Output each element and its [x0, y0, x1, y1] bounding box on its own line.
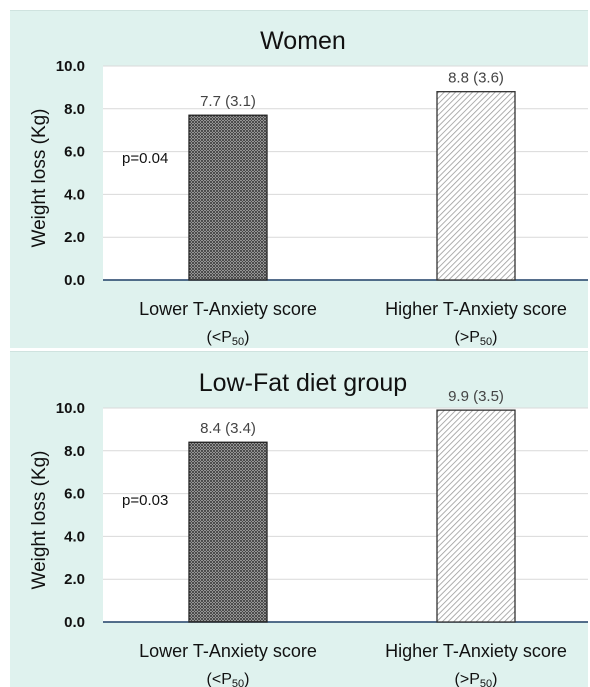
chart-low-fat-svg: Low-Fat diet group Weight loss (Kg) 0.0 2.0… [29, 369, 588, 687]
sublabel-prefix: (<P [207, 671, 232, 687]
y-tick-label: 10.0 [56, 58, 85, 75]
data-label: 8.4 (3.4) [200, 420, 256, 437]
y-tick-label: 2.0 [64, 571, 85, 588]
x-category-label: Higher T-Anxiety score [385, 299, 567, 319]
bar [188, 441, 268, 623]
y-tick-label: 0.0 [64, 272, 85, 289]
x-category-sublabel: (>P50) [455, 329, 498, 348]
x-category-sublabel: (>P50) [455, 671, 498, 687]
sublabel-suffix: ) [244, 671, 249, 687]
chart-title: Low-Fat diet group [199, 369, 407, 397]
y-tick-label: 6.0 [64, 486, 85, 503]
p-value-annotation: p=0.03 [122, 492, 168, 509]
x-category-label: Lower T-Anxiety score [139, 299, 317, 319]
chart-panel-low-fat: Low-Fat diet group Weight loss (Kg) 0.0 2.0… [10, 351, 588, 687]
sublabel-subscript: 50 [480, 336, 492, 348]
x-category-label: Higher T-Anxiety score [385, 641, 567, 661]
y-tick-label: 2.0 [64, 229, 85, 246]
sublabel-prefix: (>P [455, 329, 480, 346]
sublabel-suffix: ) [244, 329, 249, 346]
chart-women-svg: Women Weight loss (Kg) 0.0 2.0 4.0 6.0 8.0 10.0… [29, 27, 588, 348]
sublabel-prefix: (<P [207, 329, 232, 346]
sublabel-suffix: ) [492, 329, 497, 346]
y-tick-label: 8.0 [64, 443, 85, 460]
bar [436, 91, 516, 281]
bar [188, 114, 268, 281]
y-tick-label: 4.0 [64, 186, 85, 203]
x-category-label: Lower T-Anxiety score [139, 641, 317, 661]
y-tick-label: 4.0 [64, 528, 85, 545]
sublabel-subscript: 50 [232, 678, 244, 687]
y-tick-label: 6.0 [64, 144, 85, 161]
data-label: 8.8 (3.6) [448, 70, 504, 87]
chart-title: Women [260, 27, 346, 55]
x-category-sublabel: (<P50) [207, 671, 250, 687]
sublabel-prefix: (>P [455, 671, 480, 687]
y-tick-label: 0.0 [64, 614, 85, 631]
data-label: 7.7 (3.1) [200, 93, 256, 110]
p-value-annotation: p=0.04 [122, 150, 168, 167]
sublabel-subscript: 50 [232, 336, 244, 348]
y-tick-label: 8.0 [64, 101, 85, 118]
bar [436, 409, 516, 623]
y-axis-label: Weight loss (Kg) [29, 450, 50, 589]
y-tick-label: 10.0 [56, 400, 85, 417]
sublabel-subscript: 50 [480, 678, 492, 687]
x-category-sublabel: (<P50) [207, 329, 250, 348]
sublabel-suffix: ) [492, 671, 497, 687]
data-label: 9.9 (3.5) [448, 388, 504, 405]
chart-panel-women: Women Weight loss (Kg) 0.0 2.0 4.0 6.0 8.0 10.0… [10, 10, 588, 348]
y-axis-label: Weight loss (Kg) [29, 108, 50, 247]
